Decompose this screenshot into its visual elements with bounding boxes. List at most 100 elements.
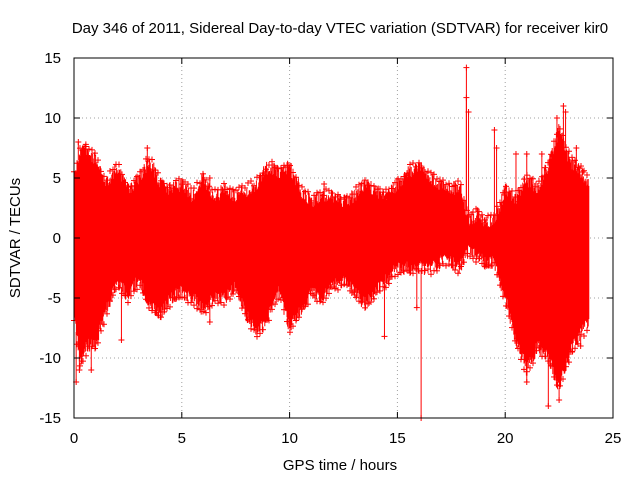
data-point bbox=[428, 271, 434, 278]
outlier-point bbox=[523, 151, 530, 157]
data-point bbox=[377, 287, 383, 294]
data-point bbox=[317, 189, 323, 196]
data-point bbox=[452, 182, 458, 189]
data-point bbox=[212, 297, 218, 304]
data-point bbox=[107, 298, 113, 305]
data-point bbox=[215, 300, 221, 307]
data-point bbox=[470, 255, 476, 262]
data-point bbox=[455, 270, 461, 277]
data-point bbox=[512, 194, 518, 201]
data-point bbox=[584, 327, 590, 334]
data-point bbox=[434, 267, 440, 274]
data-point bbox=[197, 180, 203, 187]
data-point bbox=[233, 187, 239, 194]
data-point bbox=[551, 138, 557, 145]
data-point bbox=[410, 270, 416, 277]
x-tick-label: 15 bbox=[389, 430, 406, 447]
outlier-point bbox=[493, 145, 500, 151]
data-point bbox=[572, 345, 578, 352]
data-point bbox=[272, 164, 278, 171]
data-point bbox=[155, 169, 161, 176]
data-point bbox=[293, 317, 299, 324]
data-point bbox=[188, 299, 194, 306]
data-point bbox=[530, 360, 536, 367]
data-point bbox=[506, 313, 512, 320]
data-point bbox=[95, 157, 101, 164]
data-point bbox=[239, 305, 245, 312]
outlier-point bbox=[569, 349, 576, 355]
data-point bbox=[269, 306, 275, 313]
data-point bbox=[311, 292, 317, 299]
data-point bbox=[140, 166, 146, 173]
data-point bbox=[356, 181, 362, 188]
data-point bbox=[149, 156, 155, 163]
data-point bbox=[476, 255, 482, 262]
outlier-point bbox=[491, 127, 498, 133]
outlier-point bbox=[560, 103, 567, 109]
data-point bbox=[125, 184, 131, 191]
data-point bbox=[413, 163, 419, 170]
data-point bbox=[470, 209, 476, 216]
data-point bbox=[497, 199, 503, 206]
data-point bbox=[521, 176, 527, 183]
data-point bbox=[509, 324, 515, 331]
data-point bbox=[500, 189, 506, 196]
data-point bbox=[335, 286, 341, 293]
data-point bbox=[458, 263, 464, 270]
data-point bbox=[179, 294, 185, 301]
data-point bbox=[407, 161, 413, 168]
data-point bbox=[431, 171, 437, 178]
data-point bbox=[170, 185, 176, 192]
data-point bbox=[89, 146, 95, 153]
data-point bbox=[152, 309, 158, 316]
data-point bbox=[152, 167, 158, 174]
outlier-point bbox=[463, 94, 470, 101]
data-point bbox=[263, 316, 269, 323]
data-point bbox=[455, 178, 461, 185]
data-point bbox=[290, 169, 296, 176]
data-point bbox=[299, 306, 305, 313]
outlier-point bbox=[579, 169, 586, 175]
data-point bbox=[134, 173, 140, 180]
outlier-point bbox=[88, 367, 95, 373]
data-point bbox=[236, 293, 242, 300]
data-point bbox=[98, 168, 104, 175]
x-tick-label: 25 bbox=[605, 430, 622, 447]
data-point bbox=[320, 192, 326, 199]
data-point bbox=[356, 298, 362, 305]
data-point bbox=[110, 166, 116, 173]
data-point bbox=[104, 177, 110, 184]
data-point bbox=[104, 310, 110, 317]
data-point bbox=[158, 314, 164, 321]
data-point bbox=[572, 157, 578, 164]
data-point bbox=[272, 301, 278, 308]
data-point bbox=[101, 173, 107, 180]
data-point bbox=[557, 382, 563, 389]
data-point bbox=[392, 179, 398, 186]
data-point bbox=[320, 299, 326, 306]
data-point bbox=[266, 317, 272, 324]
data-point bbox=[503, 183, 509, 190]
data-point bbox=[482, 216, 488, 223]
data-point bbox=[95, 339, 101, 346]
data-point bbox=[80, 146, 86, 153]
outlier-point bbox=[573, 145, 580, 151]
data-point bbox=[200, 170, 206, 177]
data-point bbox=[416, 159, 422, 166]
data-point bbox=[419, 164, 425, 171]
data-point bbox=[485, 212, 491, 219]
outlier-point bbox=[206, 319, 213, 325]
data-point bbox=[284, 318, 290, 325]
data-point bbox=[293, 174, 299, 181]
data-point bbox=[404, 170, 410, 177]
outlier-point bbox=[405, 175, 412, 181]
data-point bbox=[137, 282, 143, 289]
data-point bbox=[251, 326, 257, 333]
data-point bbox=[158, 177, 164, 184]
data-point bbox=[362, 177, 368, 184]
outlier-point bbox=[577, 343, 584, 349]
data-point bbox=[569, 154, 575, 161]
data-point bbox=[74, 341, 80, 348]
data-point bbox=[383, 186, 389, 193]
data-point bbox=[566, 148, 572, 155]
